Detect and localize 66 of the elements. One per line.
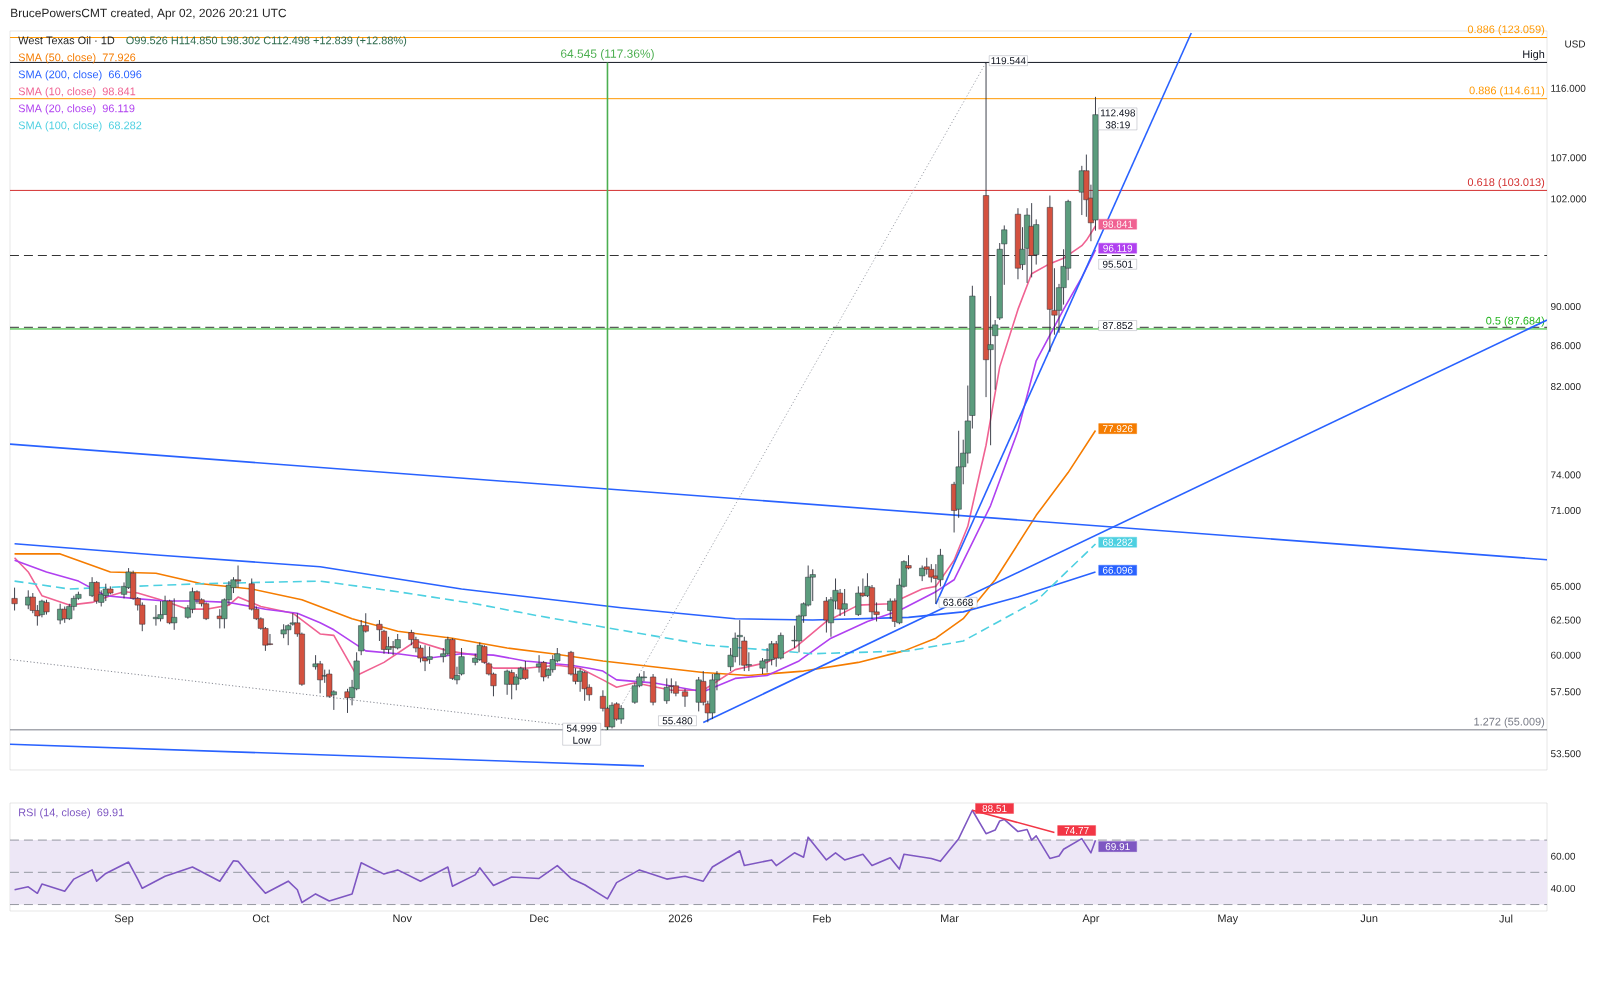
chart-subtitle: O99.526 H114.850 L98.302 C112.498 +12.839 (+12.88%) (126, 36, 407, 47)
annotation: 63.668 (943, 598, 973, 606)
ref-line-label: 0.886 (114.611) (1469, 86, 1545, 97)
data-label: 68.282 (1102, 538, 1133, 546)
text: 69.91 (97, 808, 124, 817)
x-tick-label: May (1218, 914, 1239, 925)
annotation: 95.501 (1102, 260, 1133, 268)
x-tick-label: 2026 (668, 914, 693, 923)
text: RSI (14, close) (19, 808, 90, 819)
y-tick-label: 116.000 (1551, 84, 1586, 92)
annotation: 87.852 (1102, 322, 1133, 330)
data-label: 69.91 (1105, 843, 1130, 851)
y-tick-label: 40.00 (1550, 884, 1576, 892)
y-axis-title: USD (1565, 40, 1586, 48)
text: SMA (10, close) (18, 87, 96, 98)
x-tick-label: Sep (114, 914, 134, 925)
y-tick-label: 60.00 (1551, 852, 1576, 860)
y-tick-label: 86.000 (1550, 342, 1581, 350)
x-tick-label: Jun (1360, 914, 1378, 923)
annotation: Low (573, 736, 591, 744)
x-tick-label: Dec (530, 914, 549, 923)
annotation: 55.480 (662, 717, 693, 725)
data-label: 74.77 (1064, 827, 1089, 834)
annotation: 54.999 (566, 724, 597, 732)
ref-line-label: 0.886 (123.059) (1467, 25, 1545, 36)
y-tick-label: 82.000 (1550, 383, 1581, 391)
y-tick-label: 57.500 (1550, 688, 1581, 696)
y-tick-label: 90.000 (1551, 302, 1581, 311)
series-label: 64.545 (117.36%) (561, 49, 654, 61)
text: SMA (20, close) (18, 104, 96, 115)
y-tick-label: 74.000 (1551, 471, 1581, 479)
y-tick-label: 60.000 (1551, 651, 1581, 659)
y-tick-label: 65.000 (1551, 582, 1581, 590)
y-tick-label: 71.000 (1551, 506, 1581, 515)
x-tick-label: Jul (1499, 914, 1513, 923)
chart-title: West Texas Oil · 1D (18, 36, 115, 45)
text: SMA (200, close) (18, 70, 102, 81)
text: 96.119 (102, 104, 135, 113)
data-label: 66.096 (1102, 566, 1133, 574)
x-tick-label: Mar (941, 914, 959, 923)
data-label: 98.841 (1102, 220, 1133, 228)
y-tick-label: 53.500 (1550, 750, 1581, 758)
annotation: 112.498 (1100, 109, 1136, 117)
data-label: 77.926 (1102, 425, 1133, 433)
data-label: 88.51 (982, 804, 1007, 812)
y-tick-label: 62.500 (1551, 616, 1581, 624)
x-tick-label: Apr (1082, 914, 1100, 925)
x-tick-label: Nov (393, 914, 412, 923)
x-tick-label: Oct (252, 914, 270, 923)
text: BrucePowersCMT created, Apr 02, 2026 20:21 UTC (11, 8, 287, 20)
ref-line-label: 1.272 (55.009) (1474, 717, 1545, 728)
data-label: 96.119 (1103, 244, 1133, 252)
annotation: 38:19 (1105, 121, 1130, 129)
ref-line-label: High (1523, 50, 1545, 61)
text: 68.282 (108, 121, 142, 130)
text: 77.926 (102, 53, 136, 62)
annotation: 119.544 (991, 57, 1026, 65)
y-tick-label: 107.000 (1551, 154, 1587, 162)
ref-line-label: 0.5 (87.684) (1486, 316, 1545, 327)
y-tick-label: 102.000 (1551, 195, 1587, 203)
text: 66.096 (108, 70, 142, 79)
x-tick-label: Feb (813, 914, 831, 923)
text: 98.841 (102, 87, 136, 96)
text: SMA (50, close) (18, 53, 96, 64)
ref-line-label: 0.618 (103.013) (1467, 178, 1545, 189)
text: SMA (100, close) (18, 121, 102, 132)
